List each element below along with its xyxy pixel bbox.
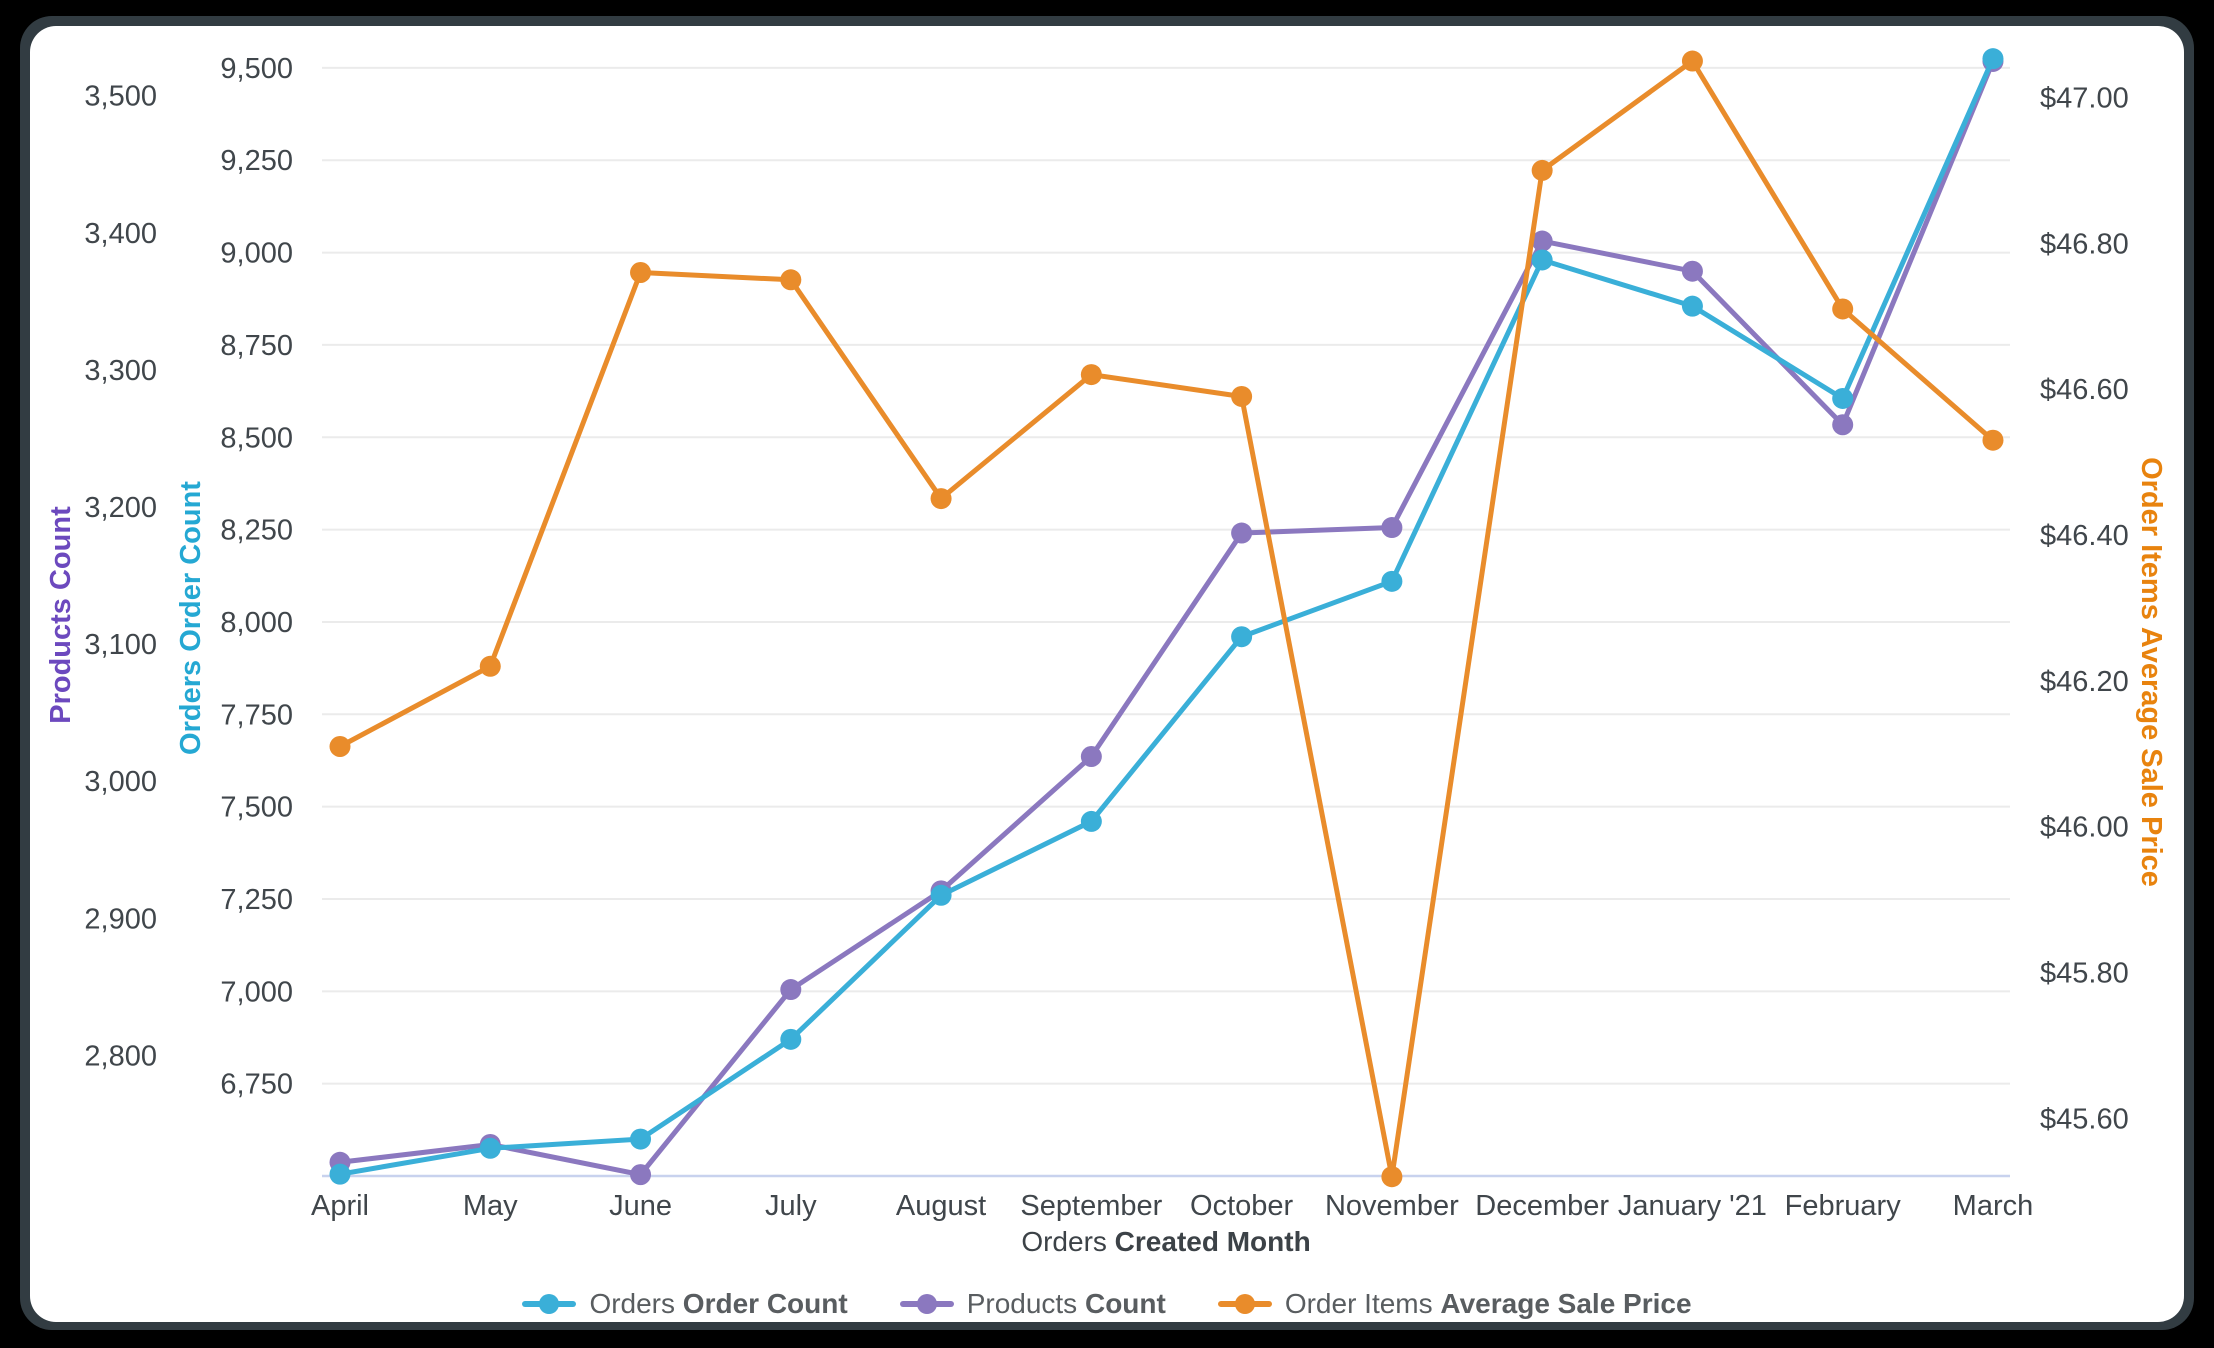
tick-label-orders: 7,750	[220, 699, 293, 731]
tick-label-orders: 7,000	[220, 976, 293, 1008]
data-point-orders-April[interactable]	[329, 1163, 351, 1185]
data-point-price-November[interactable]	[1381, 1166, 1403, 1188]
tick-label-products: 2,800	[84, 1040, 157, 1072]
tick-label-price: $46.80	[2040, 228, 2129, 260]
x-axis-title-prefix: Orders	[1021, 1226, 1115, 1257]
data-point-orders-October[interactable]	[1231, 626, 1253, 648]
tick-label-price: $47.00	[2040, 83, 2129, 115]
data-point-products-October[interactable]	[1231, 522, 1253, 544]
data-point-orders-March[interactable]	[1982, 48, 2004, 70]
axis-title-price: Order Items Average Sale Price	[2135, 457, 2167, 887]
tick-label-orders: 7,500	[220, 792, 293, 824]
tick-label-price: $46.00	[2040, 812, 2129, 844]
tick-label-products: 3,400	[84, 218, 157, 250]
data-point-orders-August[interactable]	[930, 884, 952, 906]
data-point-orders-September[interactable]	[1080, 810, 1102, 832]
tick-label-products: 3,100	[84, 629, 157, 661]
data-point-orders-January '21[interactable]	[1681, 295, 1703, 317]
data-point-price-February[interactable]	[1832, 298, 1854, 320]
x-axis-label: March	[1953, 1190, 2034, 1222]
data-point-orders-June[interactable]	[630, 1128, 652, 1150]
data-point-price-March[interactable]	[1982, 429, 2004, 451]
tick-label-orders: 9,000	[220, 238, 293, 270]
series-line-orders	[337, 56, 1996, 1177]
x-axis-label: November	[1325, 1190, 1459, 1222]
tick-label-products: 3,000	[84, 766, 157, 798]
legend-marker-dot-price-icon	[1234, 1294, 1255, 1314]
tick-label-orders: 8,500	[220, 422, 293, 454]
axis-title-orders: Orders Order Count	[175, 481, 207, 755]
chart-legend: Orders Order Count Products Count Order It…	[30, 1288, 2184, 1320]
legend-marker-dot-products-icon	[916, 1294, 937, 1314]
data-point-orders-December[interactable]	[1531, 249, 1553, 271]
x-axis-label: July	[765, 1190, 817, 1222]
x-axis-title-bold: Created Month	[1114, 1226, 1311, 1257]
tick-label-products: 3,500	[84, 81, 157, 113]
data-point-price-June[interactable]	[630, 262, 652, 284]
data-point-price-July[interactable]	[780, 269, 802, 291]
data-point-price-May[interactable]	[479, 655, 501, 677]
tick-label-products: 2,900	[84, 903, 157, 935]
data-point-orders-July[interactable]	[780, 1028, 802, 1050]
data-point-products-January '21[interactable]	[1681, 260, 1703, 282]
x-axis-label: December	[1475, 1190, 1609, 1222]
legend-marker-dot-orders-icon	[539, 1294, 560, 1314]
chart-card	[30, 26, 2184, 1322]
legend-marker-products-icon	[899, 1294, 954, 1314]
data-point-price-August[interactable]	[930, 488, 952, 510]
legend-marker-orders-icon	[522, 1294, 577, 1314]
data-point-orders-November[interactable]	[1381, 570, 1403, 592]
data-point-products-September[interactable]	[1080, 746, 1102, 768]
legend-label-orders: Orders Order Count	[589, 1288, 848, 1319]
tick-label-orders: 9,250	[220, 145, 293, 177]
tick-label-products: 3,300	[84, 355, 157, 387]
x-axis-label: October	[1190, 1190, 1293, 1222]
legend-item-products[interactable]: Products Count	[899, 1288, 1166, 1320]
x-axis-label: February	[1785, 1190, 1902, 1222]
x-axis-label: May	[463, 1190, 518, 1222]
data-point-price-January '21[interactable]	[1681, 50, 1703, 72]
tick-label-price: $46.40	[2040, 520, 2129, 552]
series-line-products	[337, 58, 1996, 1178]
tick-label-orders: 8,250	[220, 515, 293, 547]
tick-label-price: $45.80	[2040, 958, 2129, 990]
tick-label-orders: 8,000	[220, 607, 293, 639]
legend-marker-price-icon	[1217, 1294, 1272, 1314]
axis-title-products: Products Count	[45, 506, 77, 724]
legend-label-price: Order Items Average Sale Price	[1284, 1288, 1692, 1319]
tick-label-price: $46.60	[2040, 374, 2129, 406]
data-point-price-September[interactable]	[1080, 364, 1102, 386]
tick-label-orders: 9,500	[220, 53, 293, 85]
x-axis-label: January '21	[1618, 1190, 1767, 1222]
data-point-products-November[interactable]	[1381, 517, 1403, 539]
x-axis-label: August	[896, 1190, 986, 1222]
tick-label-price: $46.20	[2040, 666, 2129, 698]
data-point-price-April[interactable]	[329, 735, 351, 757]
data-point-products-December[interactable]	[1531, 230, 1553, 252]
data-point-products-July[interactable]	[780, 979, 802, 1001]
tick-label-orders: 7,250	[220, 884, 293, 916]
data-point-products-February[interactable]	[1832, 414, 1854, 436]
legend-item-orders[interactable]: Orders Order Count	[522, 1288, 848, 1320]
data-point-orders-May[interactable]	[479, 1137, 501, 1159]
series-line-price	[337, 58, 1996, 1180]
x-axis-label: April	[311, 1190, 369, 1222]
data-point-price-December[interactable]	[1531, 159, 1553, 181]
x-axis-title: Orders Created Month	[1021, 1226, 1310, 1258]
x-axis-label: September	[1020, 1190, 1162, 1222]
data-point-price-October[interactable]	[1231, 385, 1253, 407]
x-axis-label: June	[609, 1190, 672, 1222]
tick-label-price: $45.60	[2040, 1103, 2129, 1135]
tick-label-orders: 8,750	[220, 330, 293, 362]
legend-label-products: Products Count	[966, 1288, 1166, 1319]
data-point-products-June[interactable]	[630, 1164, 652, 1186]
legend-item-price[interactable]: Order Items Average Sale Price	[1217, 1288, 1692, 1320]
tick-label-products: 3,200	[84, 492, 157, 524]
tick-label-orders: 6,750	[220, 1069, 293, 1101]
data-point-orders-February[interactable]	[1832, 387, 1854, 409]
